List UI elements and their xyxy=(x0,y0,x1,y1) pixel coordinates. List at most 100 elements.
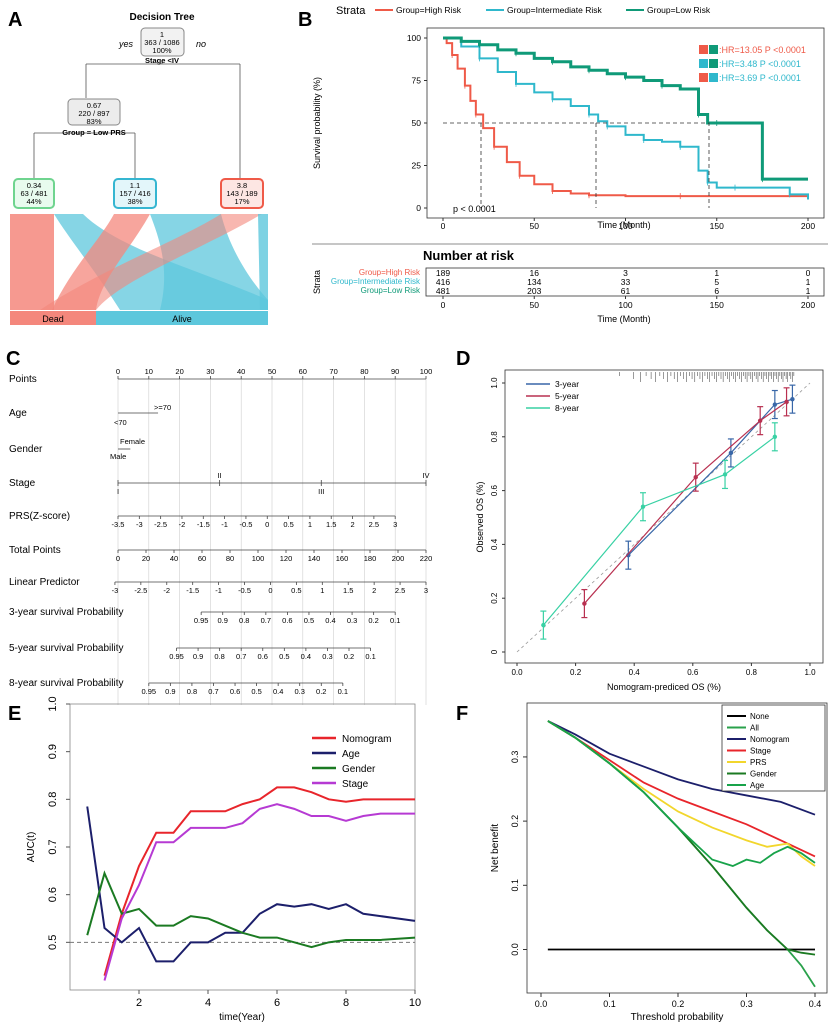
tree-branch-root xyxy=(85,60,241,178)
nomo-surv8-tick-label: 0.6 xyxy=(230,687,240,696)
nomo-stage-label: II xyxy=(218,471,222,480)
nomogram-panel: Points Age Gender Stage PRS(Z-score) Total Po… xyxy=(9,367,432,705)
nomo-surv8-tick-label: 0.8 xyxy=(187,687,197,696)
flow-leaf3-alive xyxy=(258,214,268,310)
km-axes: 0 50 100 150 200 0 25 50 75 100 xyxy=(407,27,825,231)
km-xtick-label: 0 xyxy=(441,221,446,231)
cal-point xyxy=(784,399,789,405)
auc-legend-label: Gender xyxy=(342,764,376,775)
dca-frame xyxy=(526,702,828,994)
cal-point xyxy=(757,418,763,423)
nomo-row-label: Linear Predictor xyxy=(9,577,80,588)
tree-leaf2-pct: 38% xyxy=(127,197,142,206)
tree-root-count: 363 / 1086 xyxy=(144,38,179,47)
auc-legend-label: Stage xyxy=(342,779,369,790)
nomo-prs-tick-label: 2 xyxy=(350,520,354,529)
tree-branch-left xyxy=(33,130,136,178)
risk-cell: 16 xyxy=(530,268,540,278)
flow-leaf2-dead xyxy=(52,214,150,310)
risk-cell: 189 xyxy=(436,268,450,278)
risk-xlabel: Time (Month) xyxy=(597,314,650,324)
auc-panel: 2 4 6 8 10 0.5 0.6 0.7 0.8 0.9 1.0 time(Year) AUC(t)… xyxy=(26,696,421,1023)
nomo-total-tick-label: 140 xyxy=(308,554,321,563)
nomo-surv8-tick-label: 0.5 xyxy=(251,687,261,696)
cal-legend-label: 5-year xyxy=(555,391,579,401)
km-curves xyxy=(443,36,809,200)
cal-xtick-label: 0.8 xyxy=(746,668,758,677)
dca-legend-label: All xyxy=(750,724,759,733)
km-xlabel: Time (Month) xyxy=(597,220,650,230)
nomo-surv5-tick-label: 0.8 xyxy=(214,652,224,661)
auc-xtick-label: 8 xyxy=(343,997,349,1009)
tree-leaf-2 xyxy=(113,178,157,209)
cal-ideal-line xyxy=(516,382,811,653)
nomo-points-tick-label: 70 xyxy=(329,367,337,376)
tree-leaf3-pct: 17% xyxy=(234,197,249,206)
tree-leaf1-pct: 44% xyxy=(26,197,41,206)
nomo-age-label: >=70 xyxy=(154,403,171,412)
auc-ytick-label: 0.9 xyxy=(47,744,59,759)
cal-ytick-label: 0.2 xyxy=(490,592,499,604)
cal-xtick-label: 0.4 xyxy=(629,668,641,677)
dca-legend-label: PRS xyxy=(750,758,766,767)
risk-title: Number at risk xyxy=(423,248,515,263)
dca-legend-label: Nomogram xyxy=(750,735,790,744)
km-legend-intermediate: Group=Intermediate Risk xyxy=(507,5,602,15)
cal-ytick-label: 0.4 xyxy=(490,538,499,550)
km-legend-high: Group=High Risk xyxy=(396,5,462,15)
cal-point xyxy=(728,450,734,456)
nomo-total-tick-label: 220 xyxy=(420,554,433,563)
nomo-total-tick-label: 200 xyxy=(392,554,405,563)
cal-frame xyxy=(504,369,824,664)
nomo-row-label: Total Points xyxy=(9,545,61,556)
nomo-points-tick-label: 20 xyxy=(175,367,183,376)
nomo-surv8-tick-label: 0.1 xyxy=(338,687,348,696)
risk-xtick-label: 100 xyxy=(618,300,632,310)
dca-xtick-label: 0.4 xyxy=(809,999,822,1009)
tree-left-split: Group = Low PRS xyxy=(62,128,126,137)
nomo-points-tick-label: 90 xyxy=(391,367,399,376)
hr-swatch-3b xyxy=(709,73,718,82)
dca-legend-label: Age xyxy=(750,781,765,790)
dca-ytick-label: 0.1 xyxy=(510,879,520,892)
nomo-row-label: 3-year survival Probability xyxy=(9,607,124,618)
nomo-prs-tick-label: 0.5 xyxy=(283,520,293,529)
risk-cell: 1 xyxy=(714,268,719,278)
km-pvalue: p < 0.0001 xyxy=(453,204,496,214)
nomo-prs-tick-label: -2 xyxy=(179,520,186,529)
nomo-lp-tick-label: 3 xyxy=(424,586,428,595)
nomo-surv8-tick-label: 0.4 xyxy=(273,687,283,696)
tree-root-value: 1 xyxy=(160,30,164,39)
nomo-surv5-tick-label: 0.3 xyxy=(322,652,332,661)
panel-label-a: A xyxy=(8,9,22,31)
nomo-points-tick-label: 100 xyxy=(420,367,433,376)
cal-point xyxy=(790,396,795,402)
tree-leaf3-value: 3.8 xyxy=(237,181,247,190)
auc-line-Stage xyxy=(103,803,415,981)
auc-xtick-label: 6 xyxy=(274,997,280,1009)
dca-xlabel: Threshold probability xyxy=(631,1012,724,1023)
auc-legend-label: Age xyxy=(342,749,360,760)
risk-xtick-label: 0 xyxy=(441,300,446,310)
nomo-total-tick-label: 100 xyxy=(252,554,265,563)
cal-line-3-year xyxy=(627,398,793,556)
risk-cell: 481 xyxy=(436,286,450,296)
km-legend-title: Strata xyxy=(336,5,366,17)
auc-xtick-label: 4 xyxy=(205,997,211,1009)
cal-point xyxy=(722,472,728,477)
nomo-surv3-tick-label: 0.3 xyxy=(347,616,357,625)
panel-label-b: B xyxy=(298,9,312,31)
cal-point xyxy=(582,601,587,606)
cal-legend-label: 8-year xyxy=(555,403,579,413)
nomo-total-tick-label: 40 xyxy=(170,554,178,563)
sankey-dead-bar xyxy=(10,311,96,325)
km-panel: Strata Group=High Risk Group=Intermediat… xyxy=(312,5,828,324)
risk-cell: 0 xyxy=(806,268,811,278)
nomo-points-tick-label: 80 xyxy=(360,367,368,376)
tree-title: Decision Tree xyxy=(129,12,194,23)
cal-line-8-year xyxy=(542,436,776,626)
nomo-surv5-tick-label: 0.1 xyxy=(365,652,375,661)
nomo-prs-tick-label: -3.5 xyxy=(112,520,125,529)
tree-left-pct: 83% xyxy=(86,117,101,126)
